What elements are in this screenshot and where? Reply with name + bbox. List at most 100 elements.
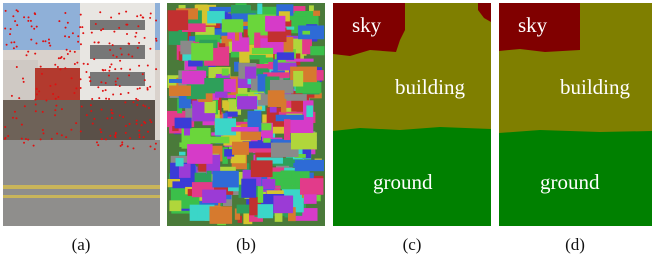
feature-point — [74, 51, 76, 53]
feature-point — [138, 134, 140, 136]
superpixel-panel — [167, 3, 325, 226]
feature-point — [155, 68, 157, 70]
superpixel — [215, 118, 236, 135]
region-label: building — [560, 75, 631, 99]
feature-point — [34, 53, 36, 55]
feature-point — [115, 84, 117, 86]
feature-point — [126, 33, 128, 35]
superpixel — [237, 96, 257, 109]
feature-point — [128, 43, 130, 45]
feature-point — [127, 145, 129, 147]
feature-point — [150, 121, 152, 123]
superpixel — [169, 85, 191, 96]
feature-point — [121, 54, 123, 56]
feature-point — [63, 58, 65, 60]
superpixel — [219, 43, 225, 47]
region-label: sky — [518, 13, 548, 37]
feature-point — [42, 129, 44, 131]
feature-point — [79, 26, 81, 28]
feature-point — [129, 137, 131, 139]
feature-point — [98, 41, 100, 43]
feature-point — [127, 92, 129, 94]
superpixel — [302, 31, 310, 35]
superpixel — [310, 46, 324, 55]
feature-point — [119, 85, 121, 87]
superpixel — [261, 123, 271, 130]
feature-point — [142, 73, 144, 75]
superpixel — [298, 25, 324, 39]
feature-point — [12, 117, 14, 119]
feature-point — [109, 42, 111, 44]
feature-point — [119, 60, 121, 62]
feature-point — [101, 138, 103, 140]
feature-point — [99, 128, 101, 130]
feature-point — [147, 131, 149, 133]
feature-point — [36, 26, 38, 28]
feature-point — [100, 131, 102, 133]
feature-point — [13, 47, 15, 49]
feature-point — [74, 63, 76, 65]
feature-point — [14, 20, 16, 22]
feature-point — [4, 126, 6, 128]
feature-point — [42, 40, 44, 42]
feature-point — [73, 92, 75, 94]
feature-point — [59, 68, 61, 70]
superpixel — [179, 152, 186, 156]
feature-point — [155, 38, 157, 40]
photo-panel — [3, 3, 160, 226]
feature-point — [40, 66, 42, 68]
feature-point — [139, 136, 141, 138]
feature-point — [135, 98, 137, 100]
feature-point — [139, 87, 141, 89]
feature-point — [111, 117, 113, 119]
feature-point — [99, 11, 101, 13]
superpixel — [188, 60, 203, 66]
feature-point — [64, 67, 66, 69]
feature-point — [75, 87, 77, 89]
feature-point — [33, 145, 35, 147]
feature-point — [27, 20, 29, 22]
feature-point — [80, 43, 82, 45]
superpixel — [168, 10, 189, 30]
feature-point — [116, 56, 118, 58]
feature-point — [85, 71, 87, 73]
region-label: ground — [373, 170, 433, 194]
superpixel — [258, 204, 274, 218]
feature-point — [97, 144, 99, 146]
feature-point — [71, 77, 73, 79]
feature-point — [144, 37, 146, 39]
feature-point — [87, 63, 89, 65]
feature-point — [124, 101, 126, 103]
feature-point — [57, 96, 59, 98]
superpixel — [257, 3, 262, 14]
superpixel — [202, 190, 226, 203]
feature-point — [147, 89, 149, 91]
feature-point — [42, 111, 44, 113]
superpixel — [222, 100, 228, 108]
feature-point — [136, 104, 138, 106]
feature-point — [7, 135, 9, 137]
feature-point — [67, 22, 69, 24]
region-label: building — [395, 75, 466, 99]
feature-point — [141, 124, 143, 126]
feature-point — [112, 54, 114, 56]
feature-point — [86, 114, 88, 116]
feature-point — [11, 95, 13, 97]
superpixel — [224, 79, 236, 92]
feature-point — [143, 136, 145, 138]
feature-point — [112, 93, 114, 95]
superpixel — [273, 59, 278, 72]
feature-point — [96, 141, 98, 143]
feature-point — [27, 139, 29, 141]
feature-point — [21, 124, 23, 126]
feature-point — [16, 24, 18, 26]
feature-point — [67, 53, 69, 55]
feature-point — [36, 93, 38, 95]
feature-point — [15, 117, 17, 119]
feature-point — [105, 98, 107, 100]
superpixel — [258, 186, 263, 203]
feature-point — [108, 70, 110, 72]
superpixel — [284, 119, 290, 140]
feature-point — [68, 36, 70, 38]
feature-point — [108, 98, 110, 100]
